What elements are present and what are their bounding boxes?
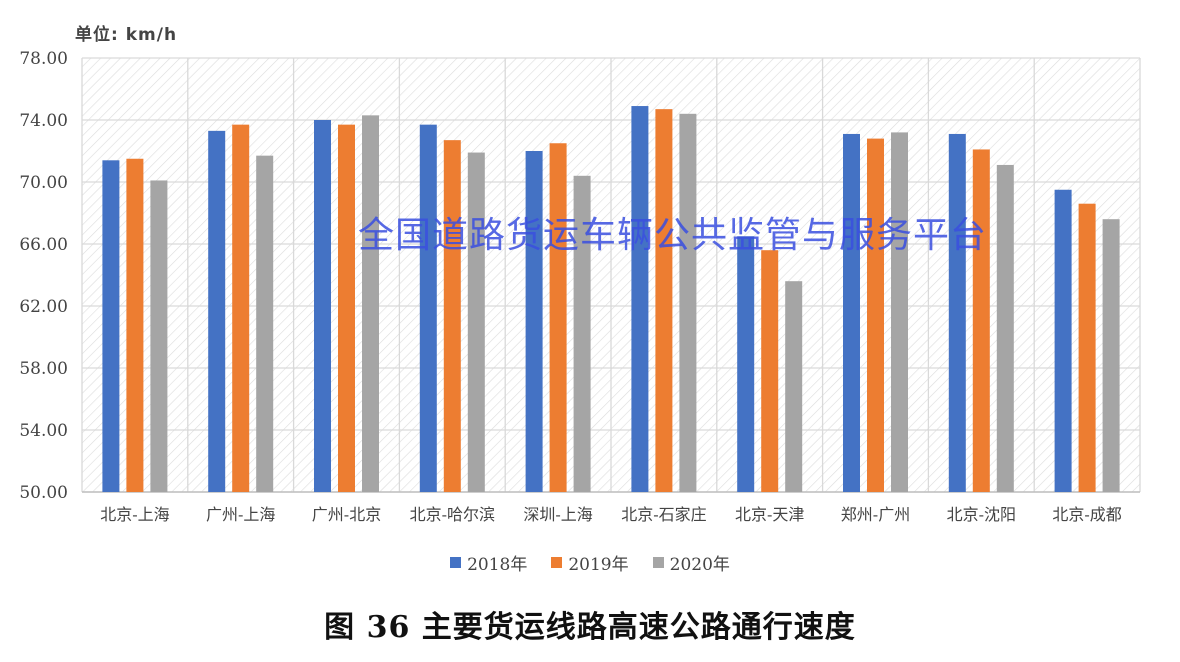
bar-2020 <box>679 113 697 493</box>
x-tick-label: 北京-天津 <box>735 505 804 524</box>
y-tick-label: 74.00 <box>19 111 68 131</box>
bar-2020 <box>996 164 1014 492</box>
y-tick-label: 70.00 <box>19 173 68 193</box>
bar-2018 <box>843 133 860 492</box>
y-tick-label: 54.00 <box>19 421 68 441</box>
bar-2020 <box>150 180 168 492</box>
bar-2018 <box>1054 189 1072 492</box>
bar-2018 <box>208 130 226 492</box>
bar-2020 <box>1102 219 1120 492</box>
bar-2019 <box>232 124 250 493</box>
bars <box>102 106 1120 493</box>
legend-swatch <box>652 557 664 568</box>
legend-label: 2019年 <box>568 555 629 575</box>
x-tick-label: 北京-石家庄 <box>621 505 706 524</box>
legend-swatch <box>450 557 462 568</box>
bar-2019 <box>126 158 144 492</box>
bar-2018 <box>419 124 437 493</box>
y-axis: 50.00 54.00 58.00 62.00 66.00 70.00 74.00 78.00 <box>19 49 68 503</box>
figure-caption: 图 36 主要货运线路高速公路通行速度 <box>324 610 856 645</box>
bar-2018 <box>102 160 120 493</box>
bar-2020 <box>891 132 908 492</box>
x-tick-label: 北京-沈阳 <box>947 505 1016 524</box>
bar-2019 <box>761 250 779 492</box>
bar-2018 <box>948 133 966 492</box>
bar-2019 <box>655 109 673 493</box>
y-tick-label: 66.00 <box>19 235 68 255</box>
bar-2019 <box>867 138 884 492</box>
x-tick-label: 广州-北京 <box>312 505 381 524</box>
bar-2019 <box>1078 203 1096 492</box>
y-tick-label: 58.00 <box>19 359 68 379</box>
bar-2018 <box>631 106 649 493</box>
legend-item: 2019年 <box>551 550 629 575</box>
bar-2019 <box>443 140 461 492</box>
unit-label: 单位: km/h <box>75 25 178 45</box>
bar-2018 <box>737 236 755 492</box>
bar-chart: 50.00 54.00 58.00 62.00 66.00 70.00 74.00 78.00… <box>19 49 1141 524</box>
legend-label: 2018年 <box>467 555 528 575</box>
legend-item: 2020年 <box>652 550 730 575</box>
legend-swatch <box>551 557 563 568</box>
bar-2019 <box>972 149 990 492</box>
legend-item: 2018年 <box>450 550 527 575</box>
x-tick-label: 北京-成都 <box>1052 505 1121 524</box>
bar-2020 <box>467 152 485 493</box>
y-tick-label: 50.00 <box>19 483 68 503</box>
x-tick-label: 深圳-上海 <box>523 505 592 524</box>
x-axis: 北京-上海 广州-上海 广州-北京 北京-哈尔滨 深圳-上海 北京-石家庄 北京-天津 郑州-… <box>100 505 1122 524</box>
bar-2020 <box>256 155 274 492</box>
bar-2019 <box>549 143 567 492</box>
x-tick-label: 广州-上海 <box>206 505 275 524</box>
x-tick-label: 郑州-广州 <box>841 505 910 524</box>
legend: 2018年 2019年 2020年 <box>0 550 1180 575</box>
watermark-text: 全国道路货运车辆公共监管与服务平台 <box>357 215 987 256</box>
bar-2018 <box>525 151 543 492</box>
x-tick-label: 北京-哈尔滨 <box>410 505 495 524</box>
bar-2019 <box>338 124 355 493</box>
bar-2020 <box>573 175 591 493</box>
bar-2020 <box>362 115 379 492</box>
x-tick-label: 北京-上海 <box>100 505 169 524</box>
bar-2020 <box>785 281 803 492</box>
y-tick-label: 78.00 <box>19 49 68 69</box>
legend-label: 2020年 <box>669 555 730 575</box>
y-tick-label: 62.00 <box>19 297 68 317</box>
bar-2018 <box>314 120 331 492</box>
